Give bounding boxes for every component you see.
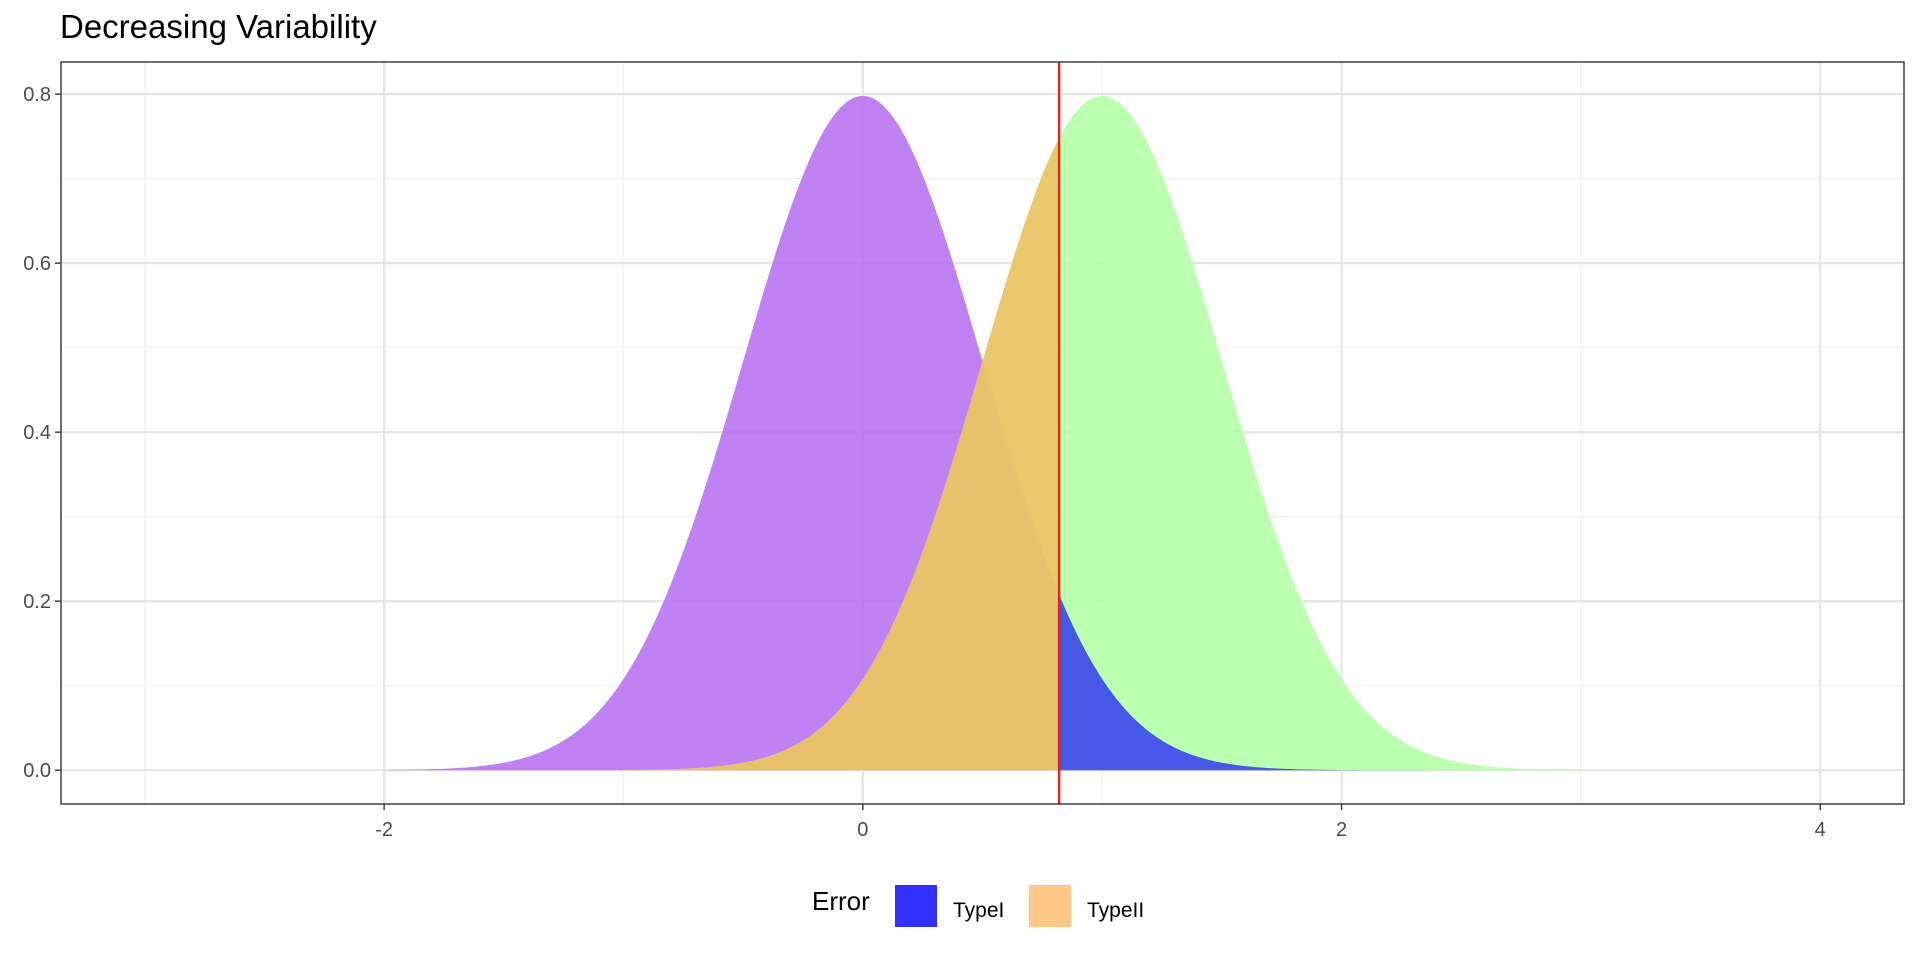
legend-title: Error xyxy=(812,886,870,916)
chart-title: Decreasing Variability xyxy=(60,8,377,45)
y-tick-label: 0.8 xyxy=(23,84,51,106)
y-tick-label: 0.4 xyxy=(23,422,51,444)
y-tick-label: 0.6 xyxy=(23,253,51,275)
null-distribution-area xyxy=(384,95,1342,771)
y-tick-label: 0.0 xyxy=(23,760,51,782)
alternative-distribution-area xyxy=(623,95,1581,771)
plot-areas xyxy=(384,95,1581,771)
typeii-region xyxy=(623,138,1060,771)
legend-key-typeii xyxy=(1029,885,1071,927)
y-tick-label: 0.2 xyxy=(23,591,51,613)
x-tick-label: -2 xyxy=(375,819,393,841)
x-tick-label: 2 xyxy=(1336,819,1347,841)
legend-label-typeii: TypeII xyxy=(1087,899,1144,922)
x-tick-label: 0 xyxy=(857,819,868,841)
axes: 0.0 0.2 0.4 0.6 0.8 -2 0 2 4 xyxy=(23,84,1826,841)
legend-label-typei: TypeI xyxy=(953,899,1004,922)
panel-border xyxy=(60,61,1905,805)
x-tick-label: 4 xyxy=(1815,819,1826,841)
legend-key-typei xyxy=(895,885,937,927)
typei-region xyxy=(1059,594,1581,771)
legend: Error TypeI TypeII xyxy=(812,885,1144,927)
